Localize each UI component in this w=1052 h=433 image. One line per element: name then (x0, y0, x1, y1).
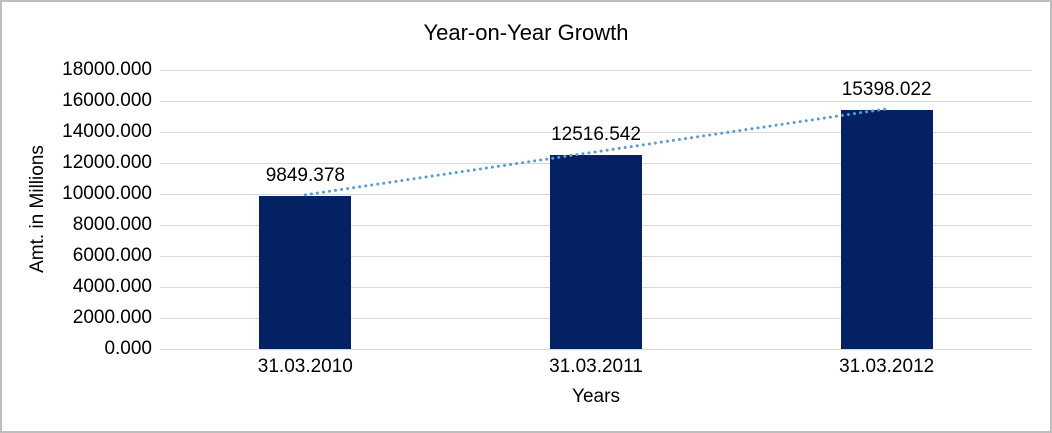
x-tick-label: 31.03.2011 (549, 356, 643, 377)
bar (259, 196, 352, 349)
bar (840, 110, 933, 349)
gridline (160, 101, 1032, 102)
x-tick-label: 31.03.2010 (257, 356, 353, 377)
y-tick-label: 10000.000 (62, 183, 152, 204)
y-tick-label: 4000.000 (72, 276, 152, 297)
x-axis-line (160, 349, 1032, 350)
chart-title: Year-on-Year Growth (423, 20, 629, 45)
y-tick-label: 2000.000 (72, 307, 152, 328)
gridline (160, 70, 1032, 71)
y-tick-label: 18000.000 (62, 59, 152, 80)
x-axis-title: Years (572, 386, 620, 407)
y-tick-label: 16000.000 (62, 90, 152, 111)
y-tick-label: 0.000 (104, 338, 152, 359)
bar-value-label: 9849.378 (265, 165, 345, 187)
bar-value-label: 12516.542 (551, 123, 641, 145)
y-tick-label: 8000.000 (72, 214, 152, 235)
y-tick-label: 14000.000 (62, 121, 152, 142)
y-tick-label: 12000.000 (62, 152, 152, 173)
y-tick-label: 6000.000 (72, 245, 152, 266)
x-tick-label: 31.03.2012 (839, 356, 935, 377)
bar (550, 154, 642, 349)
bar-value-label: 15398.022 (841, 79, 932, 101)
